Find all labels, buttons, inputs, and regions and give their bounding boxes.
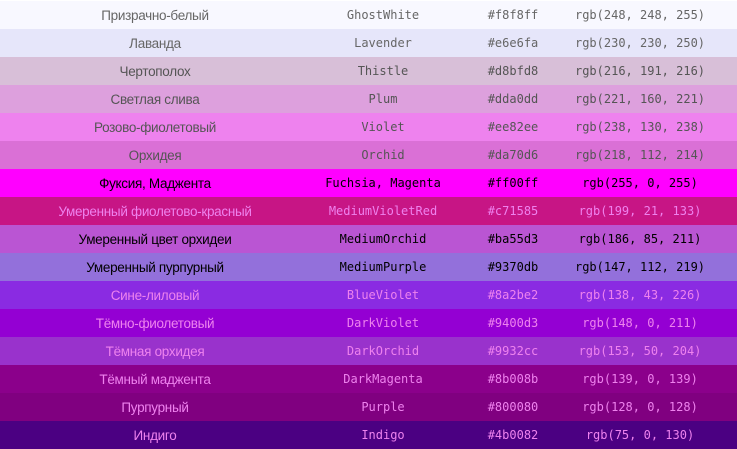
color-css-name: Plum	[368, 92, 398, 106]
color-rgb: rgb(216, 191, 216)	[574, 64, 706, 78]
color-row: Светлая слива Plum #dda0dd rgb(221, 160, 22…	[0, 85, 737, 113]
color-russian-name: Розово-фиолетовый	[94, 119, 216, 135]
color-row: Умеренный пурпурный MediumPurple #9370db rg…	[0, 253, 737, 281]
color-rgb: rgb(75, 0, 130)	[585, 428, 695, 442]
color-row: Тёмно-фиолетовый DarkViolet #9400d3 rgb(148…	[0, 309, 737, 337]
color-rgb: rgb(128, 0, 128)	[582, 400, 698, 414]
color-hex: #4b0082	[487, 428, 539, 442]
color-row: Орхидея Orchid #da70d6 rgb(218, 112, 214)	[0, 141, 737, 169]
color-hex: #ba55d3	[487, 232, 539, 246]
color-row: Умеренный цвет орхидеи MediumOrchid #ba55d…	[0, 225, 737, 253]
color-css-name: GhostWhite	[346, 8, 420, 22]
color-rgb: rgb(218, 112, 214)	[574, 148, 706, 162]
color-russian-name: Индиго	[133, 427, 177, 443]
color-row: Тёмный маджента DarkMagenta #8b008b rgb(139…	[0, 365, 737, 393]
color-hex: #8b008b	[487, 372, 539, 386]
color-hex: #800080	[487, 400, 539, 414]
color-css-name: MediumPurple	[339, 260, 427, 274]
color-hex: #9400d3	[487, 316, 539, 330]
color-rgb: rgb(186, 85, 211)	[578, 232, 702, 246]
color-row: Розово-фиолетовый Violet #ee82ee rgb(238, 1…	[0, 113, 737, 141]
color-rgb: rgb(255, 0, 255)	[582, 176, 698, 190]
color-css-name: Purple	[361, 400, 405, 414]
color-russian-name: Тёмный маджента	[99, 371, 211, 387]
color-rgb: rgb(248, 248, 255)	[574, 8, 706, 22]
color-css-name: DarkMagenta	[343, 372, 423, 386]
color-russian-name: Призрачно-белый	[101, 7, 209, 23]
color-hex: #d8bfd8	[487, 64, 539, 78]
color-css-name: MediumOrchid	[339, 232, 427, 246]
color-css-name: Thistle	[357, 64, 409, 78]
color-rgb: rgb(138, 43, 226)	[578, 288, 702, 302]
color-rgb: rgb(230, 230, 250)	[574, 36, 706, 50]
color-hex: #da70d6	[487, 148, 539, 162]
color-row: Умеренный фиолетово-красный MediumVioletR…	[0, 197, 737, 225]
color-rgb: rgb(238, 130, 238)	[574, 120, 706, 134]
color-russian-name: Сине-лиловый	[110, 287, 200, 303]
color-russian-name: Фуксия, Маджента	[99, 175, 211, 191]
color-russian-name: Тёмная орхидея	[105, 343, 205, 359]
color-rgb: rgb(148, 0, 211)	[582, 316, 698, 330]
color-hex: #c71585	[487, 204, 539, 218]
color-row: Фуксия, Маджента Fuchsia, Magenta #ff00ff r…	[0, 169, 737, 197]
color-hex: #9370db	[487, 260, 539, 274]
color-rgb: rgb(139, 0, 139)	[582, 372, 698, 386]
color-rgb: rgb(199, 21, 133)	[578, 204, 702, 218]
color-hex: #e6e6fa	[487, 36, 539, 50]
color-russian-name: Лаванда	[129, 35, 181, 51]
color-row: Тёмная орхидея DarkOrchid #9932cc rgb(153, …	[0, 337, 737, 365]
color-russian-name: Умеренный пурпурный	[86, 259, 224, 275]
color-russian-name: Тёмно-фиолетовый	[95, 315, 215, 331]
color-css-name: BlueViolet	[346, 288, 420, 302]
color-css-name: Lavender	[354, 36, 412, 50]
color-row: Сине-лиловый BlueViolet #8a2be2 rgb(138, 43…	[0, 281, 737, 309]
color-row: Призрачно-белый GhostWhite #f8f8ff rgb(248,…	[0, 1, 737, 29]
color-css-name: DarkViolet	[346, 316, 420, 330]
color-css-name: Violet	[361, 120, 405, 134]
color-css-name: DarkOrchid	[346, 344, 420, 358]
color-row: Чертополох Thistle #d8bfd8 rgb(216, 191, 21…	[0, 57, 737, 85]
color-russian-name: Пурпурный	[121, 399, 189, 415]
color-row: Лаванда Lavender #e6e6fa rgb(230, 230, 250)	[0, 29, 737, 57]
color-russian-name: Умеренный фиолетово-красный	[58, 203, 252, 219]
color-hex: #ff00ff	[487, 176, 539, 190]
color-russian-name: Светлая слива	[110, 91, 200, 107]
color-hex: #f8f8ff	[487, 8, 539, 22]
color-css-name: Indigo	[361, 428, 405, 442]
color-russian-name: Орхидея	[128, 147, 182, 163]
color-russian-name: Чертополох	[119, 63, 191, 79]
color-css-name: Fuchsia, Magenta	[325, 176, 441, 190]
color-row: Пурпурный Purple #800080 rgb(128, 0, 128)	[0, 393, 737, 421]
color-hex: #ee82ee	[487, 120, 539, 134]
color-rgb: rgb(147, 112, 219)	[574, 260, 706, 274]
color-russian-name: Умеренный цвет орхидеи	[78, 231, 232, 247]
color-row: Индиго Indigo #4b0082 rgb(75, 0, 130)	[0, 421, 737, 449]
color-hex: #dda0dd	[487, 92, 539, 106]
color-hex: #8a2be2	[487, 288, 539, 302]
color-css-name: MediumVioletRed	[328, 204, 438, 218]
color-css-name: Orchid	[361, 148, 405, 162]
color-hex: #9932cc	[487, 344, 539, 358]
color-rgb: rgb(153, 50, 204)	[578, 344, 702, 358]
color-rgb: rgb(221, 160, 221)	[574, 92, 706, 106]
